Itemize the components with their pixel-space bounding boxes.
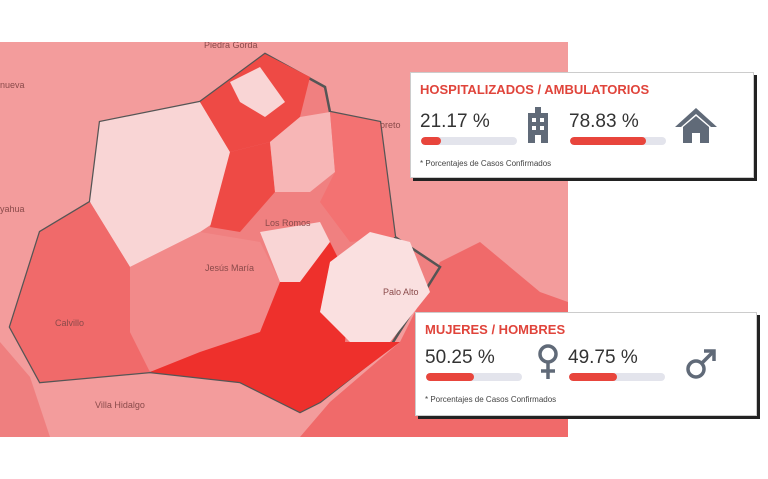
region: [270, 112, 335, 192]
value-label: 49.75 %: [568, 347, 638, 368]
place-label: yahua: [0, 204, 25, 214]
place-label: Los Romos: [265, 218, 311, 228]
hospital-icon: [528, 107, 548, 143]
note: * Porcentajes de Casos Confirmados: [425, 395, 557, 404]
place-label: Calvillo: [55, 318, 84, 328]
bar: [569, 373, 617, 381]
place-label: oreto: [380, 120, 401, 130]
region: [230, 67, 285, 117]
bar-track: [426, 373, 522, 381]
note: * Porcentajes de Casos Confirmados: [420, 159, 552, 168]
home-icon: [675, 108, 717, 143]
value-label: 21.17 %: [420, 111, 490, 132]
region: [130, 232, 280, 372]
card-title: HOSPITALIZADOS / AMBULATORIOS: [420, 82, 650, 97]
region: [0, 342, 50, 437]
place-label: Palo Alto: [383, 287, 419, 297]
card-title: MUJERES / HOMBRES: [425, 322, 566, 337]
place-label: nueva: [0, 80, 25, 90]
region: [320, 232, 430, 342]
region: [10, 202, 150, 382]
region: [260, 222, 330, 282]
region: [90, 102, 230, 267]
card: HOSPITALIZADOS / AMBULATORIOS 21.17 % 78…: [410, 72, 754, 178]
bar-track: [570, 137, 666, 145]
value-label: 78.83 %: [569, 111, 639, 132]
bar-track: [421, 137, 517, 145]
region: [210, 142, 275, 232]
bar-track: [569, 373, 665, 381]
bar: [421, 137, 442, 145]
bar: [426, 373, 475, 381]
place-label: Jesús María: [205, 263, 254, 273]
bar: [570, 137, 646, 145]
male-icon: [686, 349, 716, 379]
place-label: Piedra Gorda: [204, 42, 258, 50]
value-label: 50.25 %: [425, 347, 495, 368]
female-icon: [538, 344, 558, 379]
card: MUJERES / HOMBRES 50.25 % 49.75 % * Porc…: [415, 312, 757, 416]
region: [320, 112, 395, 242]
place-label: Villa Hidalgo: [95, 400, 145, 410]
